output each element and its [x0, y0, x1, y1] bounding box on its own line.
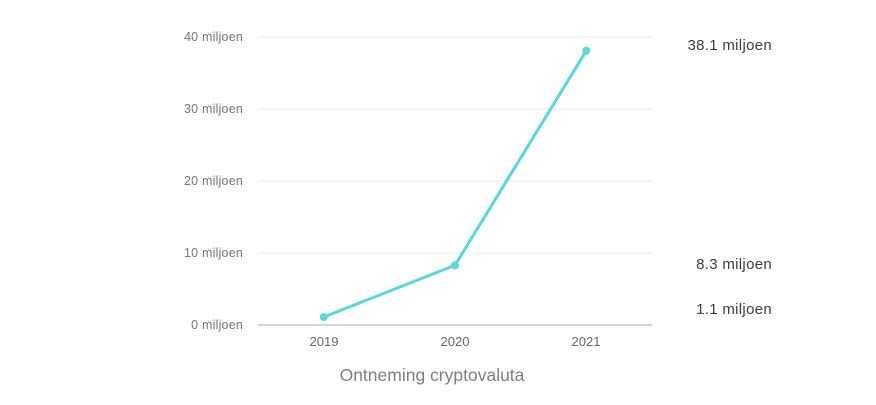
- value-label-2021: 38.1 miljoen: [687, 37, 772, 54]
- data-point: [319, 313, 328, 322]
- y-axis-tick-label: 40 miljoen: [184, 30, 243, 44]
- y-axis-tick-label: 30 miljoen: [184, 102, 243, 116]
- data-point: [451, 261, 459, 270]
- y-axis-tick-label: 20 miljoen: [184, 174, 243, 188]
- x-axis-label-2019: 2019: [309, 334, 339, 349]
- value-label-2019: 1.1 miljoen: [696, 301, 772, 318]
- x-axis-label-2021: 2021: [571, 334, 601, 349]
- data-line: [322, 49, 588, 319]
- y-axis-tick-label: 10 miljoen: [184, 246, 243, 260]
- chart-title: Ontneming cryptovaluta: [339, 365, 525, 385]
- value-label-2020: 8.3 miljoen: [696, 256, 772, 273]
- data-point: [582, 46, 591, 55]
- x-axis-label-2020: 2020: [440, 334, 470, 349]
- y-axis-tick-label: 0 miljoen: [191, 318, 243, 332]
